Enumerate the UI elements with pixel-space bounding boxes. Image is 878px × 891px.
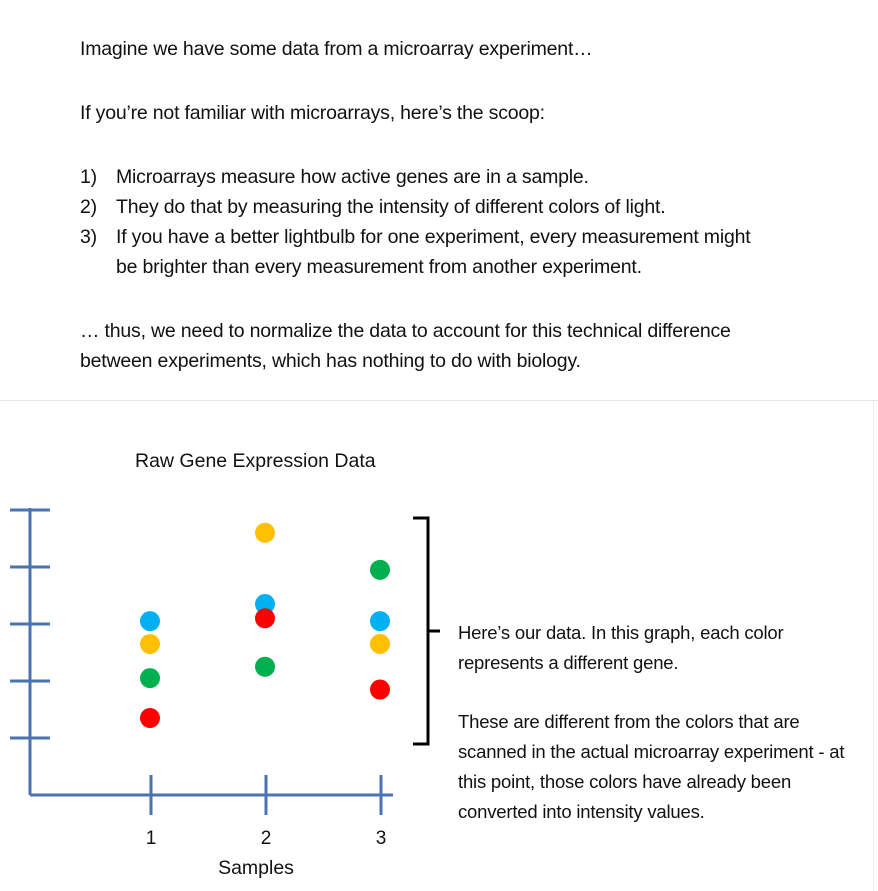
data-point xyxy=(255,594,275,615)
x-tick-label: 2 xyxy=(261,828,272,849)
intro-text: Imagine we have some data from a microar… xyxy=(80,34,840,376)
list-item-number: 2) xyxy=(80,196,97,218)
annotation-text: Here’s our data. In this graph, each col… xyxy=(458,618,868,827)
list-item-text: If you have a better lightbulb for one e… xyxy=(116,226,751,278)
scoop-list: 1) Microarrays measure how active genes a… xyxy=(80,162,840,282)
x-tick-labels: 1 2 3 xyxy=(146,828,387,849)
list-item: 2) They do that by measuring the intensit… xyxy=(80,192,840,222)
x-ticks xyxy=(149,775,383,815)
chart-title: Raw Gene Expression Data xyxy=(135,450,376,472)
data-point xyxy=(140,668,160,689)
data-point xyxy=(255,608,275,629)
list-item-number: 1) xyxy=(80,166,97,188)
intro-conclusion: … thus, we need to normalize the data to… xyxy=(80,320,731,372)
y-ticks xyxy=(10,508,50,740)
intro-line-2: If you’re not familiar with microarrays,… xyxy=(80,102,545,124)
intro-line-1: Imagine we have some data from a microar… xyxy=(80,38,593,60)
data-point xyxy=(255,656,275,677)
list-item-number: 3) xyxy=(80,226,97,248)
data-point xyxy=(140,611,160,632)
annotation-paragraph-2: These are different from the colors that… xyxy=(458,711,845,822)
annotation-paragraph-1: Here’s our data. In this graph, each col… xyxy=(458,622,784,673)
data-point xyxy=(140,708,160,729)
data-point xyxy=(370,679,390,700)
data-points xyxy=(140,522,390,729)
x-axis-label: Samples xyxy=(218,857,294,879)
bracket xyxy=(413,516,440,746)
data-point xyxy=(140,633,160,654)
data-point xyxy=(370,559,390,580)
data-point xyxy=(370,633,390,654)
list-item-text: Microarrays measure how active genes are… xyxy=(116,166,589,188)
list-item: 1) Microarrays measure how active genes a… xyxy=(80,162,840,192)
data-point xyxy=(255,522,275,543)
x-tick-label: 1 xyxy=(146,828,157,849)
x-tick-label: 3 xyxy=(376,828,387,849)
list-item: 3) If you have a better lightbulb for one… xyxy=(80,222,756,282)
data-point xyxy=(370,611,390,632)
list-item-text: They do that by measuring the intensity … xyxy=(116,196,666,218)
